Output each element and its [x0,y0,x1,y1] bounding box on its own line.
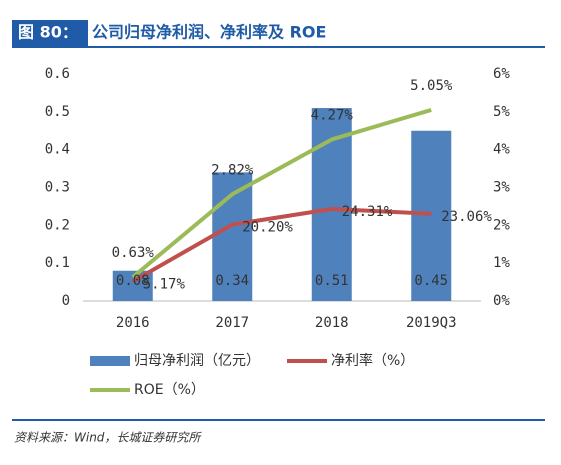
legend-label: ROE（%） [134,382,205,398]
legend-label: 归母净利润（亿元） [134,352,260,369]
line-value-label: 5.05% [410,78,453,94]
line-value-label: 20.20% [242,220,293,236]
line [131,207,432,284]
line-value-label: 23.06% [441,209,492,225]
line-value-label: 24.31% [342,204,393,220]
bar-value-label: 0.45 [414,273,448,289]
legend-label: 净利率（%） [331,352,414,369]
line-value-label: 5.17% [143,276,186,292]
y2-tick-label: 6% [493,66,510,82]
figure-label-box [12,20,88,46]
x-tick-label: 2016 [116,315,150,331]
line-value-label: 2.82% [211,162,254,178]
bar-value-label: 0.08 [116,273,150,289]
y2-tick-label: 5% [493,104,510,120]
y2-tick-label: 4% [493,142,510,158]
x-tick-label: 2018 [315,315,349,331]
chart-title: 公司归母净利润、净利率及 ROE [92,23,326,42]
bar-value-label: 0.51 [315,273,349,289]
y-tick-label: 0.2 [45,217,70,233]
line [131,108,432,279]
y2-tick-label: 3% [493,180,510,196]
y-tick-label: 0.6 [45,66,70,82]
y-tick-label: 0 [62,293,70,309]
x-tick-label: 2019Q3 [406,315,457,331]
y2-tick-label: 2% [493,217,510,233]
y-tick-label: 0.1 [45,255,70,271]
y-tick-label: 0.4 [45,142,70,158]
y2-tick-label: 0% [493,293,510,309]
figure-label: 图 80： [18,23,78,42]
y2-tick-label: 1% [493,255,510,271]
line-value-label: 4.27% [311,107,354,123]
bar [411,130,452,301]
legend-swatch [90,356,130,366]
y-tick-label: 0.5 [45,104,70,120]
bar-value-label: 0.34 [215,273,249,289]
source-note: 资料来源：Wind，长城证券研究所 [14,431,202,445]
line-value-label: 0.63% [112,245,155,261]
y-tick-label: 0.3 [45,180,70,196]
x-tick-label: 2017 [215,315,249,331]
